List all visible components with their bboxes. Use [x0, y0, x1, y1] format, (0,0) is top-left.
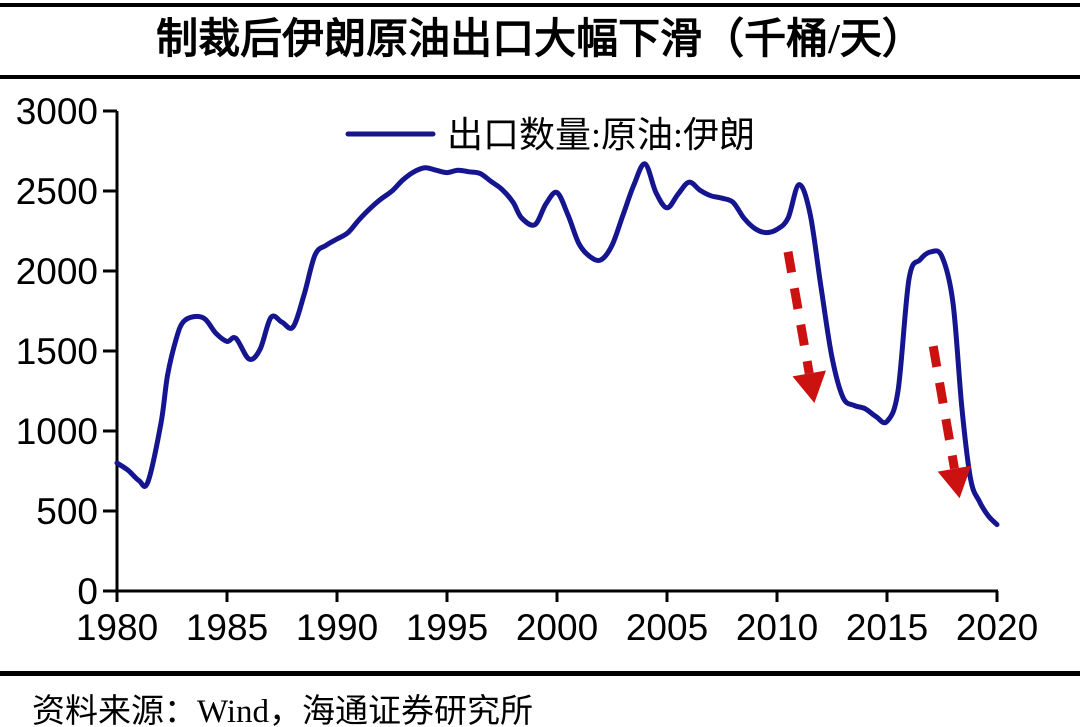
- source-note: 资料来源：Wind，海通证券研究所: [32, 694, 533, 727]
- y-tick-label: 3000: [16, 91, 98, 132]
- x-tick-label: 2010: [736, 607, 818, 648]
- y-tick-label: 0: [77, 571, 98, 612]
- x-tick-label: 1980: [76, 607, 158, 648]
- y-tick-label: 2000: [16, 251, 98, 292]
- decline-arrow-head: [937, 465, 972, 499]
- y-tick-label: 1000: [16, 411, 98, 452]
- chart-canvas: 0 500 1000 1500 2000 2500 3000 1980 1985 1990 1995…: [16, 91, 1038, 648]
- chart-title: 制裁后伊朗原油出口大幅下滑（千桶/天）: [156, 17, 924, 63]
- y-tick-label: 1500: [16, 331, 98, 372]
- title-divider-rule: [0, 75, 1080, 79]
- decline-arrow-shaft: [783, 251, 814, 375]
- x-tick-label: 2000: [516, 607, 598, 648]
- series-line: [114, 161, 1000, 528]
- source-divider-rule: [0, 671, 1080, 676]
- x-tick-label: 1995: [406, 607, 488, 648]
- legend-label: 出口数量:原油:伊朗: [447, 115, 755, 155]
- decline-arrow-shaft: [928, 345, 959, 470]
- legend: 出口数量:原油:伊朗: [345, 115, 755, 155]
- x-tick-label: 1985: [186, 607, 268, 648]
- y-tick-label: 2500: [16, 171, 98, 212]
- x-tick-label: 2020: [956, 607, 1038, 648]
- y-tick-label: 500: [36, 491, 98, 532]
- x-tick-label: 2015: [846, 607, 928, 648]
- x-tick-label: 1990: [296, 607, 378, 648]
- x-tick-label: 2005: [626, 607, 708, 648]
- decline-arrow-head: [792, 370, 826, 403]
- top-rule: [0, 3, 1080, 7]
